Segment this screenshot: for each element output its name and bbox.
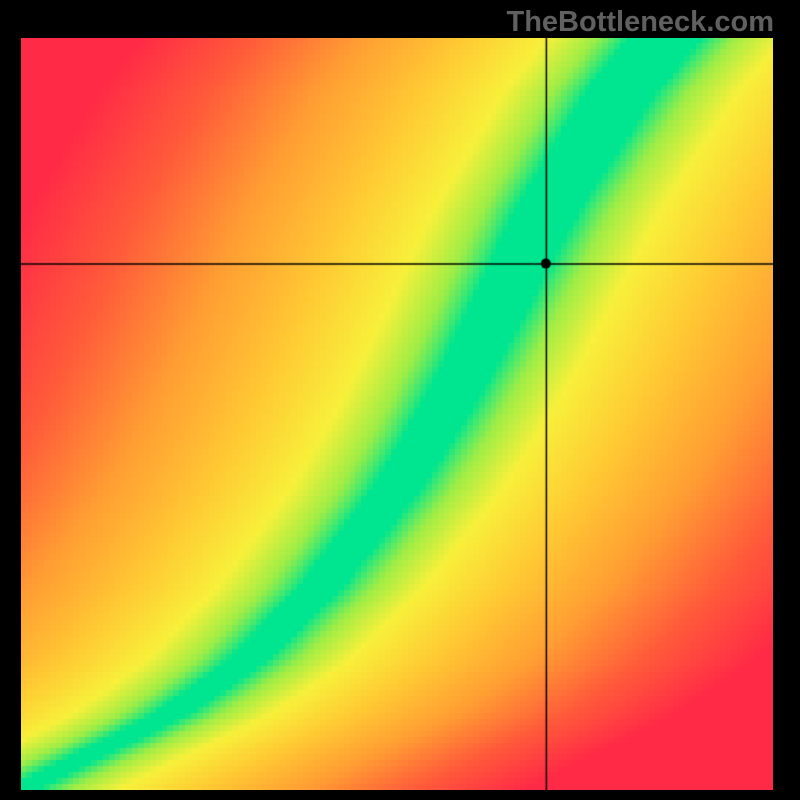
watermark-text: TheBottleneck.com (507, 6, 775, 39)
bottleneck-heatmap (21, 38, 773, 790)
chart-frame: TheBottleneck.com (0, 0, 800, 800)
